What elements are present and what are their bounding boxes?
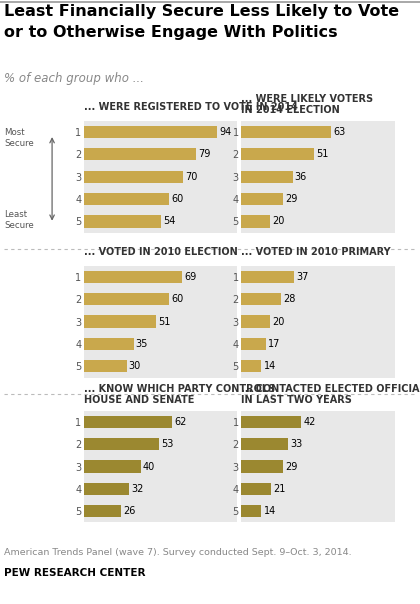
Text: 36: 36 (295, 172, 307, 182)
Bar (241, 126, 331, 138)
Bar (84, 360, 126, 373)
Bar (241, 293, 281, 306)
Text: 60: 60 (171, 294, 184, 304)
Bar (241, 460, 283, 473)
Text: Least Financially Secure Less Likely to Vote: Least Financially Secure Less Likely to … (4, 4, 399, 19)
Text: 35: 35 (136, 339, 148, 349)
Bar (84, 315, 156, 328)
Bar (241, 360, 261, 373)
Bar (84, 338, 134, 350)
Text: 51: 51 (316, 149, 328, 159)
Text: Least
Secure: Least Secure (4, 210, 34, 230)
Bar (84, 293, 169, 306)
Text: IN LAST TWO YEARS: IN LAST TWO YEARS (241, 394, 352, 405)
Text: 62: 62 (174, 417, 186, 427)
Bar (84, 170, 184, 183)
Text: 70: 70 (186, 172, 198, 182)
Text: IN 2014 ELECTION: IN 2014 ELECTION (241, 104, 340, 115)
Text: PEW RESEARCH CENTER: PEW RESEARCH CENTER (4, 568, 146, 578)
Text: 37: 37 (296, 272, 309, 282)
Bar (241, 271, 294, 283)
Bar (241, 193, 283, 205)
Text: ... CONTACTED ELECTED OFFICIAL: ... CONTACTED ELECTED OFFICIAL (241, 384, 420, 394)
Text: 63: 63 (333, 127, 345, 137)
Text: or to Otherwise Engage With Politics: or to Otherwise Engage With Politics (4, 25, 338, 40)
Text: ... VOTED IN 2010 PRIMARY: ... VOTED IN 2010 PRIMARY (241, 247, 391, 257)
Bar (84, 271, 182, 283)
Text: 33: 33 (291, 439, 303, 449)
Text: 54: 54 (163, 216, 175, 226)
Bar (84, 148, 196, 161)
Bar (241, 505, 261, 518)
Text: % of each group who ...: % of each group who ... (4, 72, 144, 86)
Text: 28: 28 (284, 294, 296, 304)
Bar (84, 505, 121, 518)
Bar (84, 416, 172, 428)
Bar (84, 215, 160, 228)
Text: 14: 14 (263, 506, 276, 516)
Bar (241, 416, 301, 428)
Text: 32: 32 (131, 484, 144, 494)
Bar (241, 215, 270, 228)
Text: 20: 20 (272, 316, 284, 327)
Text: 26: 26 (123, 506, 135, 516)
Text: ... WERE REGISTERED TO VOTE IN 2014: ... WERE REGISTERED TO VOTE IN 2014 (84, 102, 298, 112)
Text: HOUSE AND SENATE: HOUSE AND SENATE (84, 394, 194, 405)
Bar (84, 126, 218, 138)
Text: 17: 17 (268, 339, 280, 349)
Bar (241, 483, 271, 495)
Text: 21: 21 (273, 484, 286, 494)
Text: 29: 29 (285, 194, 297, 204)
Bar (84, 483, 129, 495)
Bar (241, 315, 270, 328)
Text: 42: 42 (303, 417, 315, 427)
Text: 29: 29 (285, 461, 297, 472)
Text: American Trends Panel (wave 7). Survey conducted Sept. 9–Oct. 3, 2014.: American Trends Panel (wave 7). Survey c… (4, 548, 352, 557)
Text: 79: 79 (198, 149, 211, 159)
Text: 40: 40 (143, 461, 155, 472)
Bar (84, 460, 141, 473)
Bar (84, 193, 169, 205)
Text: 94: 94 (220, 127, 232, 137)
Text: ... KNOW WHICH PARTY CONTROLS: ... KNOW WHICH PARTY CONTROLS (84, 384, 275, 394)
Text: 51: 51 (158, 316, 171, 327)
Text: ... WERE LIKELY VOTERS: ... WERE LIKELY VOTERS (241, 94, 374, 104)
Text: 69: 69 (184, 272, 196, 282)
Bar (241, 338, 265, 350)
Bar (84, 438, 159, 451)
Text: 20: 20 (272, 216, 284, 226)
Text: ... VOTED IN 2010 ELECTION: ... VOTED IN 2010 ELECTION (84, 247, 238, 257)
Bar (241, 438, 289, 451)
Text: 14: 14 (263, 361, 276, 371)
Text: Most
Secure: Most Secure (4, 128, 34, 147)
Bar (241, 170, 293, 183)
Text: 53: 53 (161, 439, 174, 449)
Text: 30: 30 (129, 361, 141, 371)
Text: 60: 60 (171, 194, 184, 204)
Bar (241, 148, 314, 161)
